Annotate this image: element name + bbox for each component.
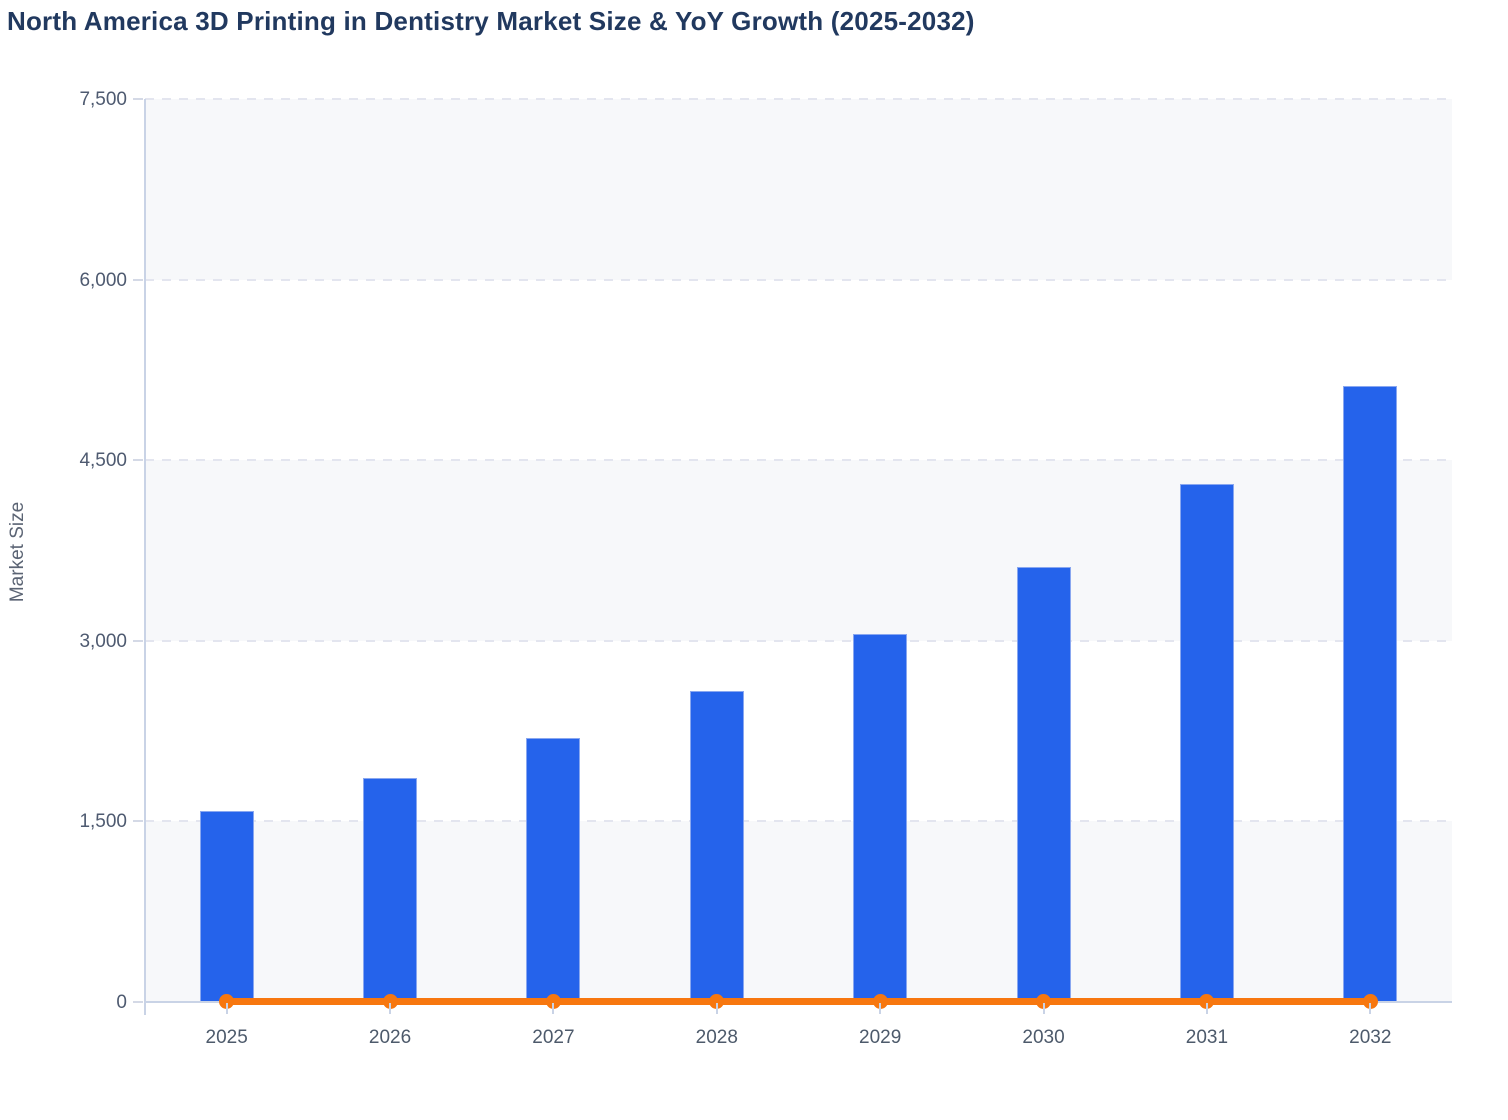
x-label-2028: 2028 xyxy=(695,1027,738,1048)
yoy-marker-2031[interactable] xyxy=(1199,994,1215,1009)
grid-band-3000-4500 xyxy=(145,460,1452,641)
yoy-growth-line[interactable] xyxy=(226,998,1371,1005)
y-axis-title: Market Size xyxy=(7,501,28,603)
yoy-marker-2030[interactable] xyxy=(1036,994,1052,1009)
grid-band-0-1500 xyxy=(145,821,1452,1002)
y-tick-mark-1500 xyxy=(133,820,143,823)
x-label-2032: 2032 xyxy=(1349,1027,1392,1048)
gridline-6000 xyxy=(145,278,1452,281)
y-tick-label-0: 0 xyxy=(116,992,127,1013)
chart-title: North America 3D Printing in Dentistry M… xyxy=(7,6,975,36)
x-label-2029: 2029 xyxy=(859,1027,902,1048)
x-tick-mark-2028 xyxy=(715,1003,718,1014)
bar-2029[interactable] xyxy=(853,633,908,1002)
bar-2030[interactable] xyxy=(1016,567,1071,1002)
x-label-2030: 2030 xyxy=(1022,1027,1065,1048)
bar-2027[interactable] xyxy=(526,738,581,1002)
gridline-1500 xyxy=(145,820,1452,823)
x-tick-mark-2027 xyxy=(552,1003,555,1014)
yoy-marker-2029[interactable] xyxy=(872,994,888,1009)
bar-2031[interactable] xyxy=(1179,484,1234,1002)
yoy-marker-2028[interactable] xyxy=(709,994,725,1009)
y-tick-label-6000: 6,000 xyxy=(79,269,127,291)
x-label-2025: 2025 xyxy=(205,1027,248,1048)
bar-2028[interactable] xyxy=(689,691,744,1002)
x-tick-mark-2029 xyxy=(879,1003,882,1014)
y-tick-label-3000: 3,000 xyxy=(79,630,127,652)
gridline-4500 xyxy=(145,459,1452,462)
bar-2025[interactable] xyxy=(199,810,254,1002)
x-tick-mark-2030 xyxy=(1042,1003,1045,1014)
yoy-marker-2027[interactable] xyxy=(545,994,561,1009)
y-tick-label-1500: 1,500 xyxy=(79,811,127,833)
gridline-3000 xyxy=(145,639,1452,642)
y-axis-line xyxy=(144,99,146,1015)
grid-band-6000-7500 xyxy=(145,99,1452,280)
y-tick-mark-4500 xyxy=(133,459,143,462)
x-label-2031: 2031 xyxy=(1185,1027,1229,1048)
x-tick-mark-2032 xyxy=(1369,1003,1372,1014)
x-tick-mark-2025 xyxy=(225,1003,228,1014)
plot-area xyxy=(145,98,1452,1009)
y-tick-mark-7500 xyxy=(133,98,143,100)
x-tick-mark-2026 xyxy=(389,1003,392,1014)
y-tick-label-7500: 7,500 xyxy=(79,89,127,110)
gridline-7500 xyxy=(145,98,1452,100)
y-tick-label-4500: 4,500 xyxy=(79,450,127,472)
bar-2032[interactable] xyxy=(1343,385,1398,1002)
yoy-marker-2026[interactable] xyxy=(382,994,398,1009)
x-tick-mark-2031 xyxy=(1205,1003,1208,1014)
y-tick-mark-6000 xyxy=(133,278,143,281)
bar-2026[interactable] xyxy=(363,778,418,1002)
x-label-2027: 2027 xyxy=(532,1027,575,1048)
yoy-marker-2025[interactable] xyxy=(219,994,235,1009)
x-label-2026: 2026 xyxy=(368,1027,412,1048)
y-tick-mark-0 xyxy=(133,1001,143,1003)
yoy-marker-2032[interactable] xyxy=(1362,994,1378,1009)
y-tick-mark-3000 xyxy=(133,639,143,642)
